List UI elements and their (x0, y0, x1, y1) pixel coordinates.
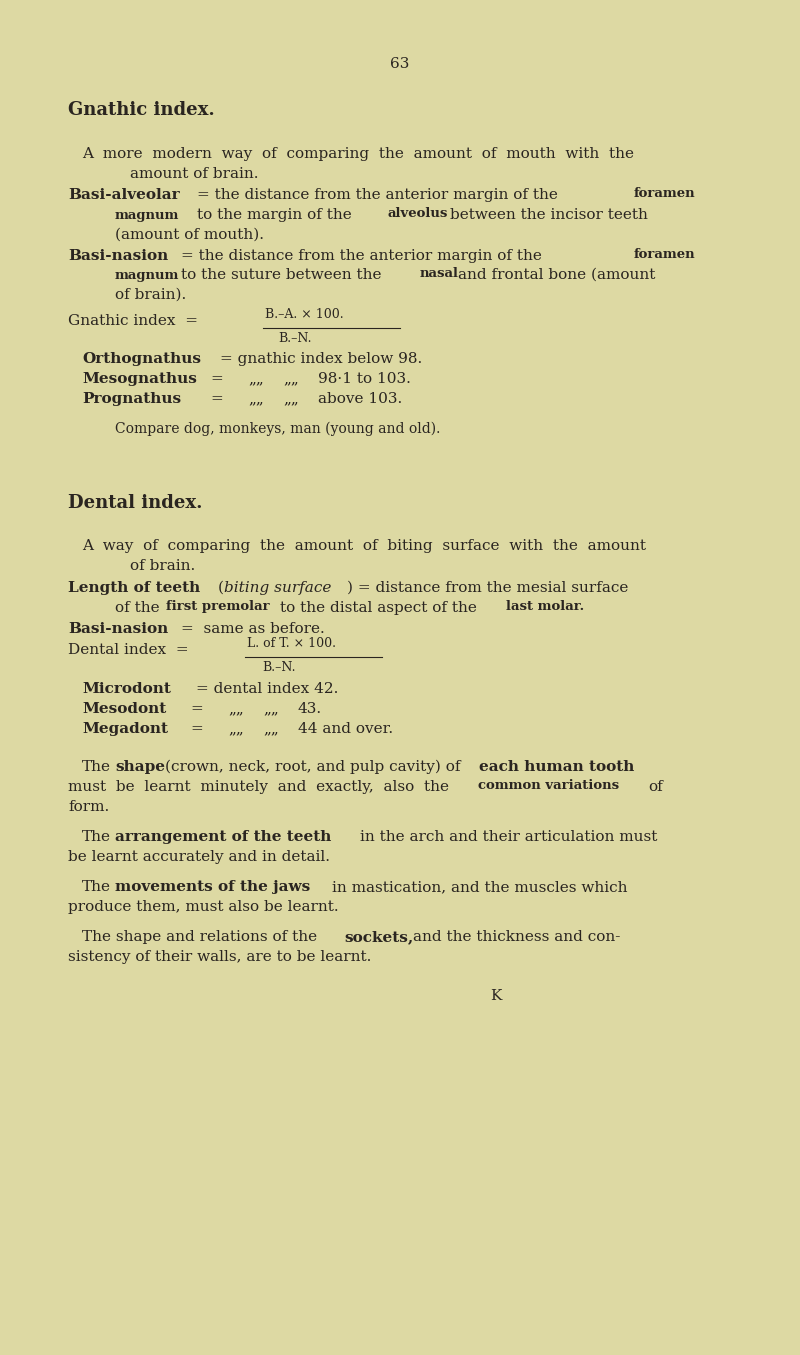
Text: form.: form. (68, 799, 110, 814)
Text: in mastication, and the muscles which: in mastication, and the muscles which (332, 879, 627, 894)
Text: and the thickness and con-: and the thickness and con- (413, 930, 620, 944)
Text: between the incisor teeth: between the incisor teeth (450, 209, 648, 222)
Text: L. of T. × 100.: L. of T. × 100. (247, 637, 336, 650)
Text: last molar.: last molar. (506, 600, 584, 612)
Text: of brain.: of brain. (130, 560, 195, 573)
Text: =: = (210, 373, 222, 386)
Text: Mesognathus: Mesognathus (82, 373, 197, 386)
Text: of: of (648, 780, 662, 794)
Text: = dental index 42.: = dental index 42. (196, 682, 338, 696)
Text: sistency of their walls, are to be learnt.: sistency of their walls, are to be learn… (68, 950, 371, 963)
Text: =: = (190, 722, 202, 736)
Text: above 103.: above 103. (318, 392, 402, 406)
Text: sockets,: sockets, (344, 930, 414, 944)
Text: produce them, must also be learnt.: produce them, must also be learnt. (68, 900, 338, 915)
Text: Basi-nasion: Basi-nasion (68, 249, 168, 263)
Text: of the: of the (115, 602, 160, 615)
Text: Basi-alveolar: Basi-alveolar (68, 188, 180, 202)
Text: Dental index.: Dental index. (68, 495, 202, 512)
Text: The: The (82, 879, 111, 894)
Text: alveolus: alveolus (388, 207, 448, 220)
Text: to the margin of the: to the margin of the (197, 209, 352, 222)
Text: B.–N.: B.–N. (262, 661, 295, 673)
Text: (: ( (218, 581, 224, 595)
Text: movements of the jaws: movements of the jaws (115, 879, 310, 894)
Text: K: K (490, 989, 502, 1003)
Text: (crown, neck, root, and pulp cavity) of: (crown, neck, root, and pulp cavity) of (165, 760, 461, 774)
Text: arrangement of the teeth: arrangement of the teeth (115, 831, 331, 844)
Text: ) = distance from the mesial surface: ) = distance from the mesial surface (347, 581, 628, 595)
Text: Basi-nasion: Basi-nasion (68, 622, 168, 635)
Text: 63: 63 (390, 57, 410, 70)
Text: Prognathus: Prognathus (82, 392, 181, 406)
Text: to the distal aspect of the: to the distal aspect of the (280, 602, 477, 615)
Text: biting surface: biting surface (224, 581, 331, 595)
Text: „„: „„ (283, 373, 298, 386)
Text: B.–A. × 100.: B.–A. × 100. (265, 308, 344, 321)
Text: to the suture between the: to the suture between the (181, 268, 382, 282)
Text: (amount of mouth).: (amount of mouth). (115, 228, 264, 243)
Text: common variations: common variations (478, 779, 619, 793)
Text: =: = (190, 702, 202, 715)
Text: Orthognathus: Orthognathus (82, 352, 201, 366)
Text: magnum: magnum (115, 209, 179, 222)
Text: 43.: 43. (298, 702, 322, 715)
Text: be learnt accurately and in detail.: be learnt accurately and in detail. (68, 850, 330, 864)
Text: shape: shape (115, 760, 165, 774)
Text: of brain).: of brain). (115, 289, 186, 302)
Text: amount of brain.: amount of brain. (130, 167, 258, 182)
Text: Microdont: Microdont (82, 682, 171, 696)
Text: = gnathic index below 98.: = gnathic index below 98. (220, 352, 422, 366)
Text: in the arch and their articulation must: in the arch and their articulation must (360, 831, 658, 844)
Text: Compare dog, monkeys, man (young and old).: Compare dog, monkeys, man (young and old… (115, 421, 440, 436)
Text: The shape and relations of the: The shape and relations of the (82, 930, 317, 944)
Text: Gnathic index  =: Gnathic index = (68, 314, 198, 328)
Text: = the distance from the anterior margin of the: = the distance from the anterior margin … (197, 188, 558, 202)
Text: Length of teeth: Length of teeth (68, 581, 200, 595)
Text: 98·1 to 103.: 98·1 to 103. (318, 373, 411, 386)
Text: first premolar: first premolar (166, 600, 270, 612)
Text: „„: „„ (263, 702, 278, 715)
Text: Megadont: Megadont (82, 722, 168, 736)
Text: „„: „„ (248, 392, 264, 406)
Text: and frontal bone (amount: and frontal bone (amount (458, 268, 655, 282)
Text: =  same as before.: = same as before. (181, 622, 325, 635)
Text: Dental index  =: Dental index = (68, 644, 189, 657)
Text: „„: „„ (283, 392, 298, 406)
Text: „„: „„ (228, 722, 244, 736)
Text: „„: „„ (263, 722, 278, 736)
Text: = the distance from the anterior margin of the: = the distance from the anterior margin … (181, 249, 542, 263)
Text: „„: „„ (228, 702, 244, 715)
Text: must  be  learnt  minutely  and  exactly,  also  the: must be learnt minutely and exactly, als… (68, 780, 449, 794)
Text: nasal: nasal (420, 267, 459, 280)
Text: A  way  of  comparing  the  amount  of  biting  surface  with  the  amount: A way of comparing the amount of biting … (82, 539, 646, 553)
Text: foramen: foramen (634, 187, 696, 201)
Text: =: = (210, 392, 222, 406)
Text: magnum: magnum (115, 270, 179, 282)
Text: 44 and over.: 44 and over. (298, 722, 393, 736)
Text: Mesodont: Mesodont (82, 702, 166, 715)
Text: foramen: foramen (634, 248, 696, 262)
Text: The: The (82, 760, 111, 774)
Text: „„: „„ (248, 373, 264, 386)
Text: The: The (82, 831, 111, 844)
Text: A  more  modern  way  of  comparing  the  amount  of  mouth  with  the: A more modern way of comparing the amoun… (82, 146, 634, 161)
Text: Gnathic index.: Gnathic index. (68, 102, 214, 119)
Text: B.–N.: B.–N. (278, 332, 311, 346)
Text: each human tooth: each human tooth (479, 760, 634, 774)
